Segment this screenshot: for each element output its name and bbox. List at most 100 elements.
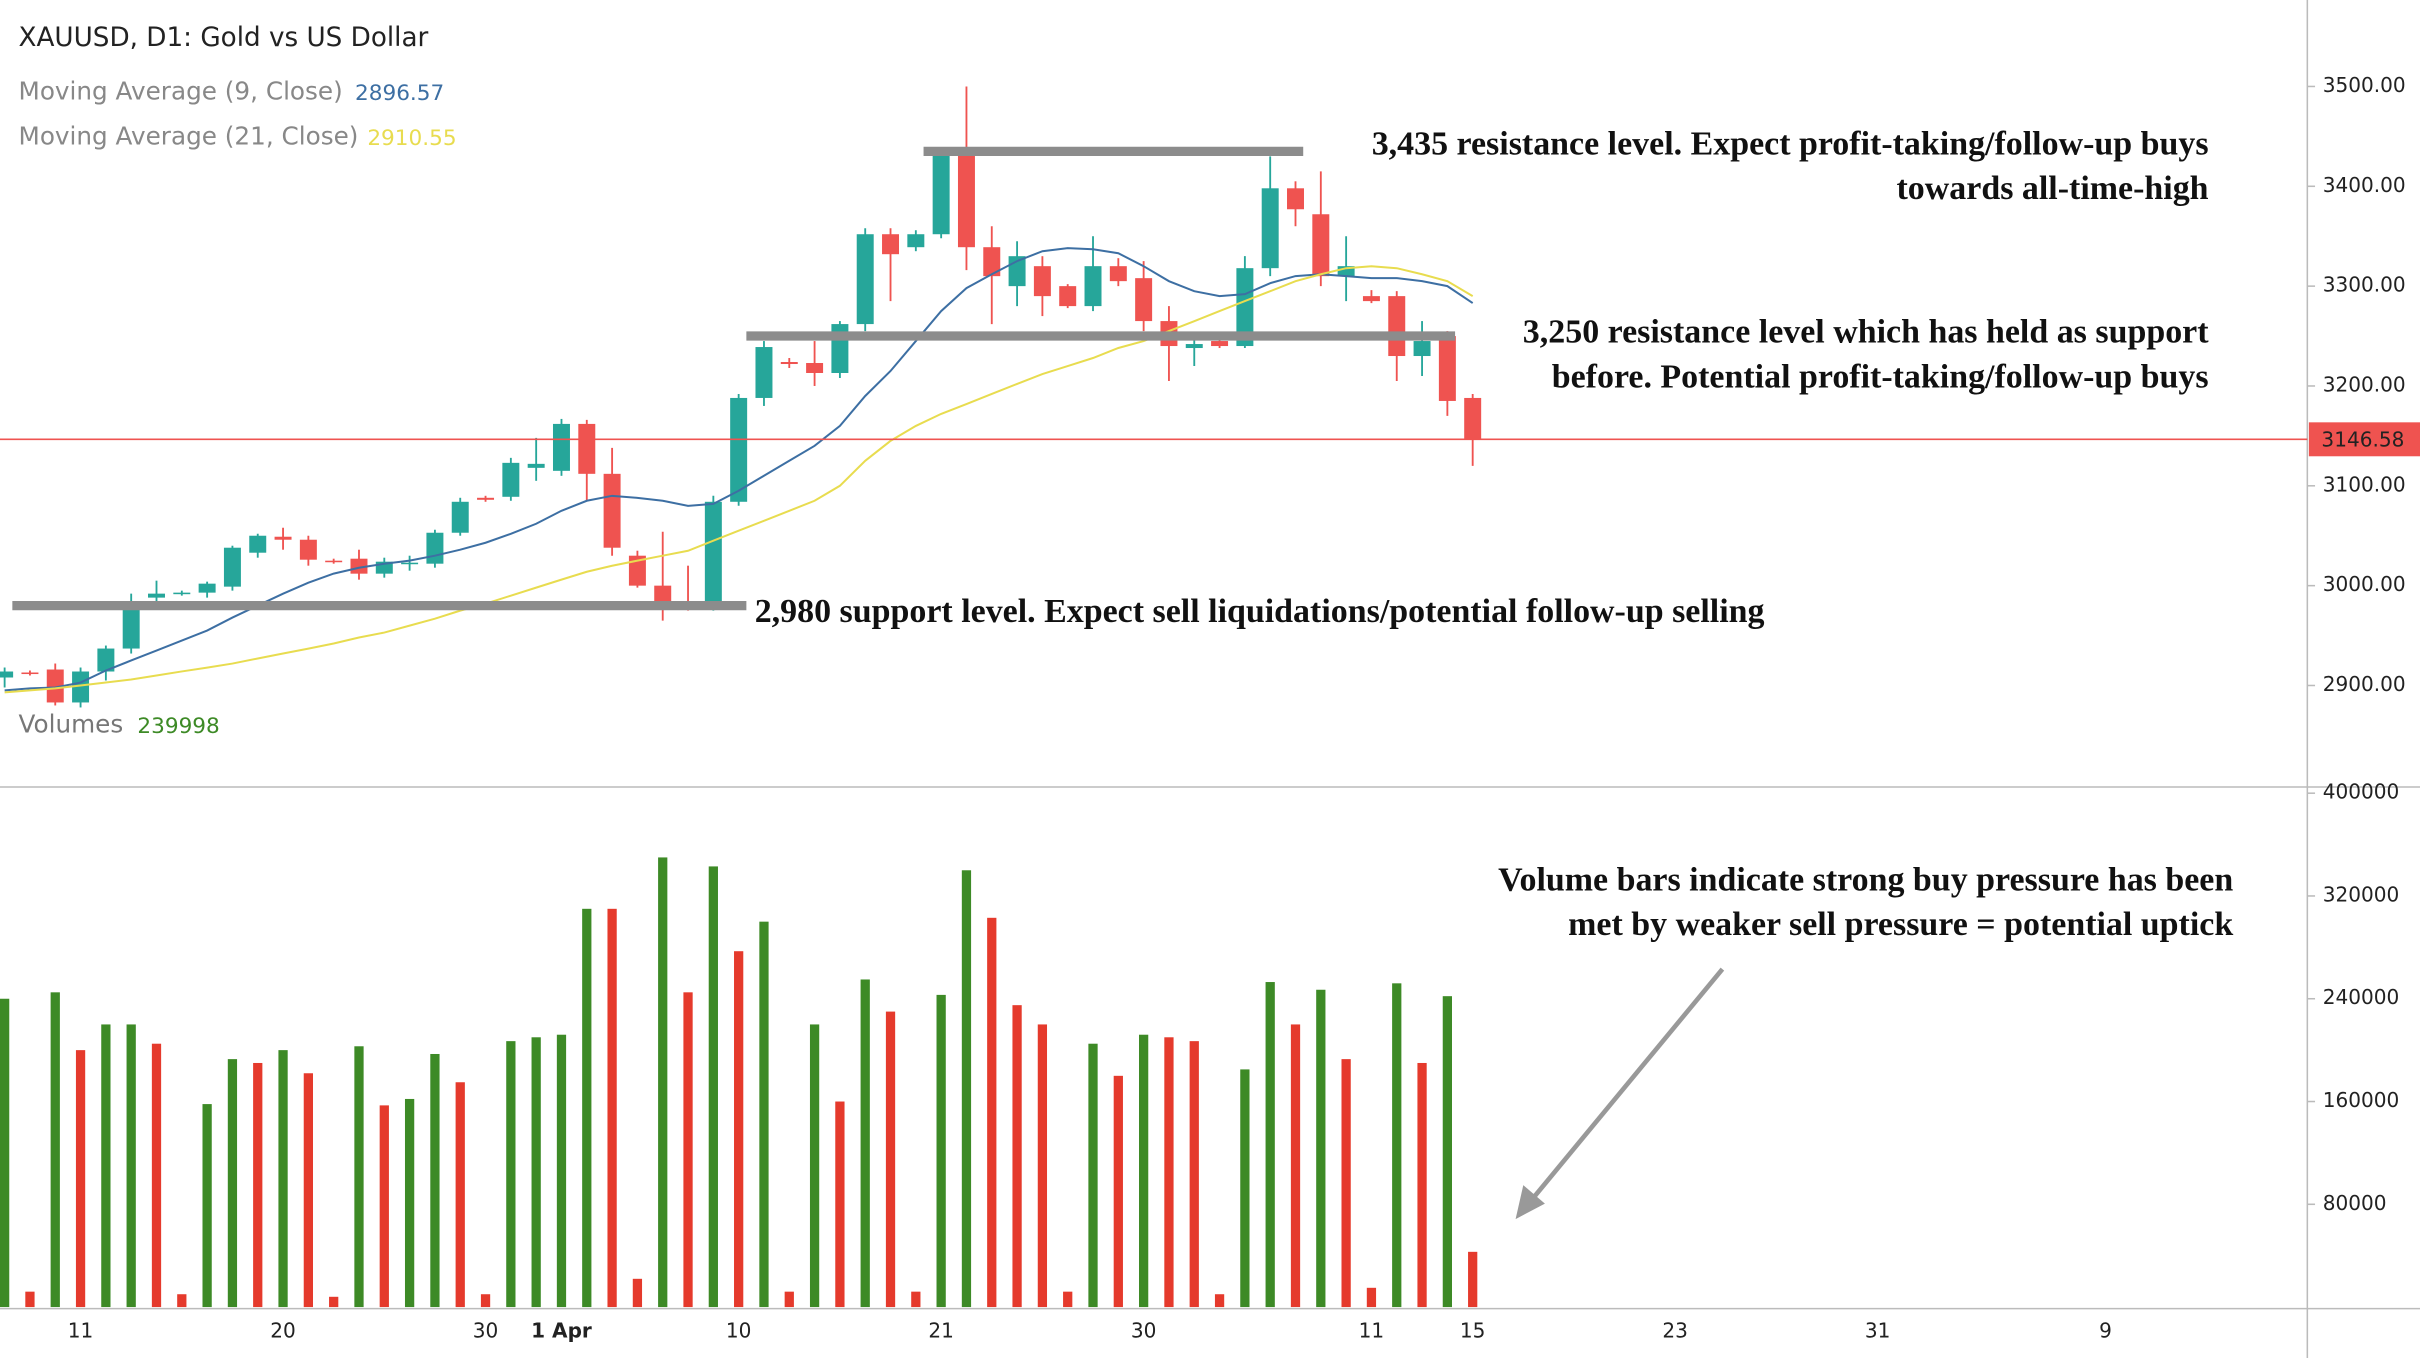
volume-bar: [303, 1073, 313, 1308]
candle-body: [1135, 278, 1153, 322]
volume-bar: [936, 994, 946, 1308]
y-tick-label: 3300.00: [2323, 273, 2406, 297]
x-tick-label: 11: [1359, 1318, 1385, 1342]
candle-body: [1413, 341, 1431, 357]
volume-bar: [582, 908, 592, 1308]
candle-body: [578, 423, 596, 474]
y-tick-label: 3000.00: [2323, 572, 2406, 596]
candle-body: [1362, 296, 1380, 302]
legend-label: Volumes: [19, 709, 124, 738]
candle-body: [502, 462, 520, 497]
volume-bar: [961, 870, 972, 1308]
volume-bar: [1240, 1069, 1250, 1308]
candle-body: [1337, 266, 1355, 277]
candle-body: [274, 536, 292, 540]
candle-body: [654, 585, 672, 605]
volume-bar: [632, 1278, 643, 1308]
volume-bar: [683, 992, 693, 1308]
candle-body: [628, 555, 646, 586]
volume-bar: [1392, 983, 1402, 1308]
candle-body: [401, 562, 419, 565]
x-tick-label: 1 Apr: [531, 1318, 592, 1342]
volume-bar: [430, 1053, 440, 1308]
arrow: [1515, 967, 1725, 1220]
current-price-box: [2308, 422, 2420, 457]
candle-body: [477, 497, 495, 500]
legend-label: Moving Average (21, Close): [19, 121, 359, 150]
volume-bar: [177, 1294, 187, 1308]
volume-bar: [278, 1050, 288, 1308]
legend-value: 2896.57: [355, 81, 444, 106]
candle-body: [97, 648, 115, 672]
y-tick-label: 400000: [2323, 780, 2400, 804]
moving-average-line: [4, 265, 1474, 694]
candle-body: [1464, 397, 1482, 440]
volume-bar: [531, 1037, 541, 1308]
volume-annotation: Volume bars indicate strong buy pressure…: [1498, 861, 2233, 898]
volume-bar: [1265, 982, 1275, 1308]
candle-body: [1236, 268, 1254, 347]
candle-body: [198, 583, 216, 593]
candle-body: [552, 423, 570, 471]
candle-body: [1109, 266, 1127, 282]
x-tick-label: 23: [1662, 1318, 1688, 1342]
level-annotation: 3,435 resistance level. Expect profit-ta…: [1372, 125, 2209, 162]
candle-body: [755, 347, 773, 398]
volume-bar: [809, 1024, 820, 1308]
candle-body: [148, 593, 165, 598]
volume-bar: [227, 1059, 238, 1308]
volume-bar: [734, 951, 744, 1308]
volume-bar: [151, 1043, 162, 1308]
volume-bar: [885, 1011, 896, 1308]
volume-bar: [1189, 1041, 1199, 1308]
volume-bar: [1341, 1059, 1351, 1308]
candle-body: [780, 362, 798, 365]
volume-bar: [480, 1294, 491, 1308]
candle-body: [831, 324, 849, 373]
candle-body: [1211, 341, 1229, 347]
candle-body: [806, 363, 824, 373]
volume-bar: [379, 1105, 389, 1308]
volume-bar: [607, 908, 617, 1308]
volume-bar: [1037, 1024, 1048, 1308]
candle-body: [325, 560, 343, 563]
volume-bar: [101, 1024, 111, 1308]
candle-body: [72, 671, 90, 703]
candle-body: [451, 501, 469, 533]
candle-body: [249, 535, 267, 553]
volume-bar: [50, 992, 60, 1308]
volume-bar: [1012, 1005, 1022, 1308]
volume-bar: [1088, 1043, 1098, 1308]
candle-body: [375, 561, 393, 574]
volume-bar: [253, 1062, 263, 1308]
volume-bar: [784, 1291, 794, 1308]
volume-bar: [1214, 1294, 1225, 1308]
candle-body: [21, 672, 39, 675]
y-tick-label: 3500.00: [2323, 73, 2406, 97]
candle-body: [1287, 188, 1304, 210]
y-tick-label: 80000: [2323, 1191, 2387, 1215]
candle-body: [983, 247, 1001, 277]
volume-bar: [1113, 1075, 1123, 1308]
candle-body: [957, 154, 975, 248]
candle-body: [1033, 266, 1051, 297]
level-annotation: 3,250 resistance level which has held as…: [1523, 314, 2209, 351]
y-tick-label: 320000: [2323, 882, 2400, 906]
legend-value: 239998: [137, 714, 219, 739]
volume-bar: [354, 1046, 364, 1308]
candle-body: [350, 558, 368, 574]
level-annotation: 2,980 support level. Expect sell liquida…: [755, 593, 1765, 630]
x-tick-label: 30: [473, 1318, 499, 1342]
y-tick-label: 3100.00: [2323, 472, 2406, 496]
current-price-label: 3146.58: [2321, 427, 2404, 451]
volume-bar: [1366, 1287, 1377, 1308]
x-tick-label: 15: [1460, 1318, 1486, 1342]
candle-body: [299, 539, 317, 560]
legend-label: Moving Average (9, Close): [19, 77, 343, 106]
candle-body: [223, 547, 241, 587]
volume-bar: [1139, 1034, 1149, 1308]
volume-bar: [1063, 1291, 1073, 1308]
x-tick-label: 21: [928, 1318, 954, 1342]
volume-bar: [1316, 989, 1326, 1308]
